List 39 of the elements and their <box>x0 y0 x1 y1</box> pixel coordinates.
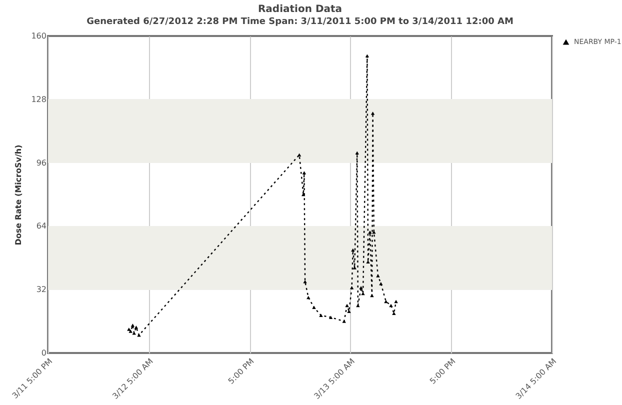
point <box>352 266 356 270</box>
point <box>345 304 349 308</box>
chart-title: Radiation Data <box>258 4 342 15</box>
point <box>134 326 138 329</box>
point <box>384 300 388 304</box>
point <box>368 230 372 234</box>
point <box>355 151 359 155</box>
point <box>342 320 346 323</box>
point <box>376 274 380 278</box>
point <box>297 153 302 156</box>
y-tick-label: 128 <box>31 94 46 104</box>
point <box>328 316 333 319</box>
point <box>319 314 323 317</box>
chart-subtitle: Generated 6/27/2012 2:28 PM Time Span: 3/11/2011 5:00 PM to 3/14/2011 12:00 AM <box>86 17 514 27</box>
y-tick-label: 64 <box>36 222 46 231</box>
point <box>365 54 370 58</box>
point <box>347 310 351 314</box>
y-tick-label: 32 <box>36 285 46 294</box>
y-axis-title: Dose Rate (MicroSv/h) <box>14 144 24 246</box>
point <box>370 112 375 115</box>
point <box>379 282 383 286</box>
point <box>356 304 360 308</box>
point <box>312 306 316 310</box>
point <box>306 296 310 300</box>
point <box>132 332 136 335</box>
point <box>137 334 141 337</box>
point <box>366 260 370 264</box>
y-tick-label: 0 <box>41 348 46 358</box>
y-tick-label: 96 <box>36 158 46 168</box>
point <box>394 300 398 304</box>
point <box>303 280 307 284</box>
point <box>128 330 132 333</box>
point <box>372 230 376 234</box>
point <box>392 312 396 315</box>
point <box>351 248 355 252</box>
point <box>302 171 306 174</box>
point <box>130 324 135 327</box>
y-tick-label: 160 <box>31 32 46 40</box>
point <box>389 304 393 308</box>
